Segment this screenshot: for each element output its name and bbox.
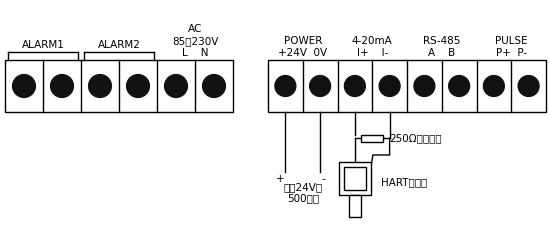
Text: P+  P-: P+ P- [496, 48, 527, 58]
Bar [5, 60, 233, 112]
Text: PULSE: PULSE [495, 36, 527, 46]
Circle shape [89, 75, 112, 97]
Bar [349, 195, 361, 217]
Text: POWER: POWER [284, 36, 322, 46]
Circle shape [310, 76, 331, 96]
Text: 250Ω采样电阻: 250Ω采样电阻 [389, 133, 442, 143]
Text: RS-485: RS-485 [423, 36, 460, 46]
Circle shape [449, 76, 470, 96]
Text: AC: AC [188, 24, 202, 34]
Text: I+    I-: I+ I- [356, 48, 388, 58]
Circle shape [379, 76, 400, 96]
Text: 直流24V，
500毫安: 直流24V， 500毫安 [283, 182, 322, 204]
Bar [344, 167, 366, 190]
Bar [361, 135, 383, 141]
Text: HART手操器: HART手操器 [381, 177, 427, 187]
Circle shape [414, 76, 435, 96]
Text: -: - [321, 174, 325, 184]
Text: A    B: A B [428, 48, 455, 58]
Circle shape [164, 75, 188, 97]
Circle shape [126, 75, 150, 97]
Text: 4-20mA: 4-20mA [352, 36, 393, 46]
Circle shape [518, 76, 539, 96]
Text: ALARM2: ALARM2 [97, 40, 140, 50]
Bar [339, 162, 371, 195]
Text: L    N: L N [182, 48, 208, 58]
Bar [268, 60, 546, 112]
Circle shape [344, 76, 365, 96]
Circle shape [483, 76, 504, 96]
Text: +24V  0V: +24V 0V [278, 48, 327, 58]
Circle shape [202, 75, 226, 97]
Circle shape [275, 76, 296, 96]
Text: ALARM1: ALARM1 [21, 40, 64, 50]
Circle shape [13, 75, 35, 97]
Text: +: + [276, 174, 284, 184]
Circle shape [51, 75, 73, 97]
Text: 85～230V: 85～230V [172, 36, 218, 46]
